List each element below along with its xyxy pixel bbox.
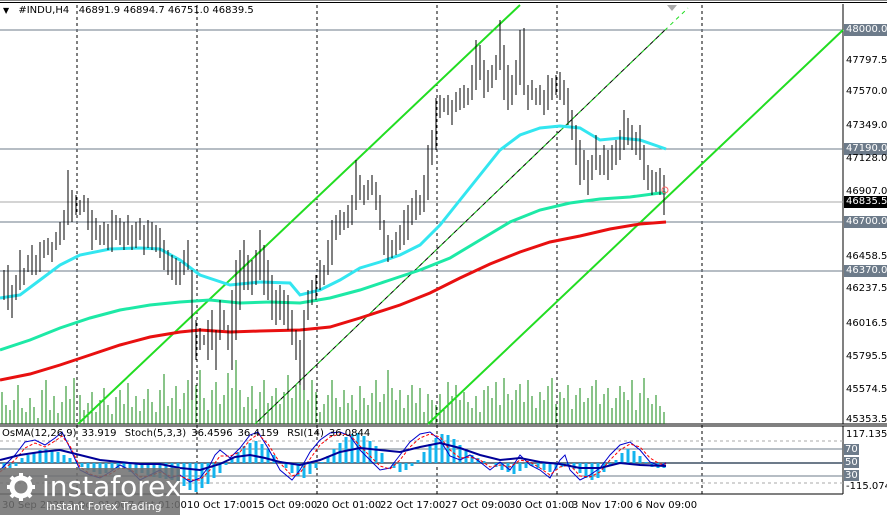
level-tag-47190: 47190.0 xyxy=(844,143,887,155)
time-label: 22 Oct 17:00 xyxy=(380,500,446,511)
instaforex-logo: instaforex Instant Forex Trading xyxy=(0,468,182,515)
window-top-border xyxy=(0,0,887,3)
rsi-value: 36.0844 xyxy=(328,428,371,439)
low-value: 46751.0 xyxy=(167,5,210,16)
time-label: 30 Oct 01:00 xyxy=(509,500,575,511)
ma-slow xyxy=(0,220,667,382)
gear-logo-icon xyxy=(7,473,35,501)
price-tick: 47128.0 xyxy=(846,153,887,164)
ma-mid xyxy=(0,191,666,352)
time-label: 20 Oct 01:00 xyxy=(316,500,382,511)
price-tick: 45795.5 xyxy=(846,351,887,362)
brand-tagline: Instant Forex Trading xyxy=(46,500,162,513)
price-tick: 45353.5 xyxy=(846,414,887,425)
time-label: 27 Oct 09:00 xyxy=(445,500,511,511)
level-tag-48000: 48000.0 xyxy=(844,24,887,36)
trend-channel xyxy=(77,4,844,425)
level-tag-46700: 46700.0 xyxy=(844,216,887,228)
stoch-signal xyxy=(0,433,666,481)
current-price-tag: 46835.5 xyxy=(844,196,887,208)
price-tick: 46016.5 xyxy=(846,318,887,329)
price-tick: 47797.5 xyxy=(846,55,887,66)
rsi-label: RSI(14) xyxy=(287,428,324,439)
candles xyxy=(3,20,665,400)
stoch-label: Stoch(5,3,3) xyxy=(124,428,187,439)
level-50-tag: 50 xyxy=(844,457,859,468)
high-value: 46894.7 xyxy=(123,5,165,16)
chart-info-line: ▼ #INDU,H4 46891.9 46894.7 46751.0 46839… xyxy=(3,5,254,16)
time-label: 15 Oct 09:00 xyxy=(252,500,318,511)
indicator-min: -115.074 xyxy=(846,481,887,492)
price-tick: 47570.0 xyxy=(846,86,887,97)
open-value: 46891.9 xyxy=(78,5,121,16)
time-label: 6 Nov 09:00 xyxy=(636,500,698,511)
brand-name: instaforex xyxy=(42,470,182,503)
price-tick: 46458.5 xyxy=(846,251,887,262)
price-tick: 46907.0 xyxy=(846,186,887,197)
price-tick: 46237.5 xyxy=(846,283,887,294)
stoch-signal-value: 36.4159 xyxy=(237,428,279,439)
indicator-info-line: OsMA(12,26,9) 33.919 Stoch(5,3,3) 36.4596 3… xyxy=(2,428,375,439)
price-tick: 47349.0 xyxy=(846,120,887,131)
osma-label: OsMA(12,26,9) xyxy=(2,428,77,439)
volume-bars xyxy=(1,360,665,424)
collapse-triangle-icon[interactable]: ▼ xyxy=(3,6,10,15)
symbol-label: #INDU,H4 xyxy=(18,5,70,16)
time-label: 10 Oct 17:00 xyxy=(187,500,253,511)
osma-value: 33.919 xyxy=(81,428,117,439)
price-tick: 45574.5 xyxy=(846,384,887,395)
level-30-tag: 30 xyxy=(844,470,859,481)
indicator-max: 117.135 xyxy=(846,429,887,440)
level-70-tag: 70 xyxy=(844,444,859,455)
ma-fast xyxy=(0,124,667,300)
time-label: 3 Nov 17:00 xyxy=(572,500,634,511)
close-value: 46839.5 xyxy=(212,5,254,16)
level-tag-46370: 46370.0 xyxy=(844,265,887,277)
stoch-main-value: 36.4596 xyxy=(191,428,233,439)
rsi-line xyxy=(0,441,667,472)
